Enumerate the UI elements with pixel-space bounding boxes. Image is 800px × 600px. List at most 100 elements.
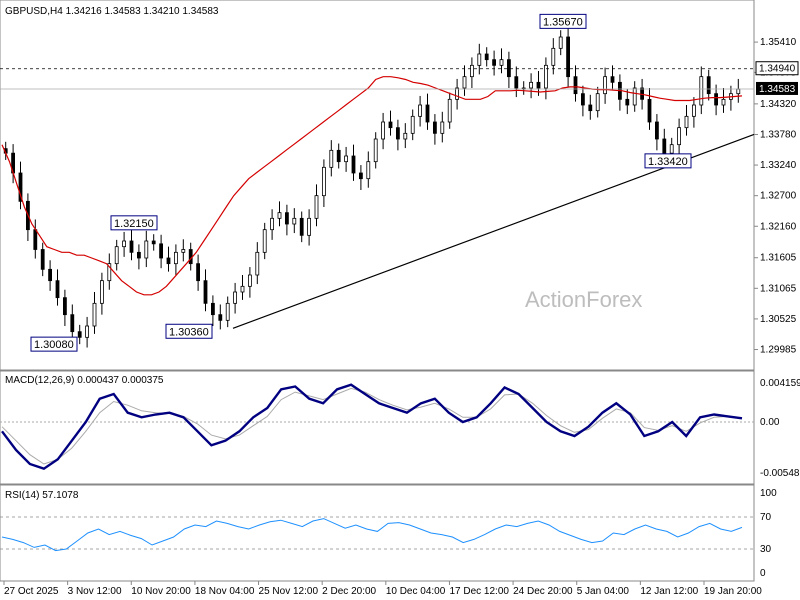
candle-body [262, 229, 267, 253]
candle-body [573, 76, 578, 95]
candle-body [77, 331, 82, 338]
x-tick-label: 5 Jan 04:00 [577, 586, 630, 597]
candle-body [225, 302, 230, 321]
candle-body [358, 172, 363, 180]
rsi-layer [0, 516, 754, 552]
x-tick-label: 27 Oct 2025 [4, 586, 59, 597]
candle-body [255, 251, 260, 276]
candle-body [129, 240, 134, 253]
candle-body [632, 87, 637, 106]
candle-body [566, 36, 570, 78]
candle-body [151, 240, 156, 245]
candle-body [699, 76, 704, 106]
rsi-y-tick-label: 70 [760, 512, 772, 523]
axis-layer: 1.354101.348751.343201.337801.332401.327… [3, 37, 800, 597]
candle-body [196, 263, 201, 282]
x-tick-label: 25 Nov 12:00 [259, 586, 319, 597]
x-tick-label: 12 Jan 12:00 [640, 586, 698, 597]
macd-y-tick-label: -0.005485 [760, 468, 800, 479]
rsi-line [1, 518, 743, 552]
candle-body [381, 121, 386, 140]
candle-body [366, 161, 371, 180]
candle-body [462, 76, 467, 89]
candle-body [351, 155, 356, 174]
candle-body [595, 93, 600, 112]
macd-panel-title: MACD(12,26,9) 0.000437 0.000375 [5, 375, 164, 386]
candle-body [551, 47, 556, 66]
candle-body [418, 104, 423, 117]
macd-panel-frame [0, 370, 755, 485]
candle-body [581, 93, 585, 106]
candle-body [514, 76, 519, 89]
macd-signal-line [1, 387, 743, 465]
candle-body [721, 98, 726, 106]
candle-body [395, 127, 400, 140]
price-annotation-box [644, 153, 692, 169]
candle-body [240, 285, 245, 293]
candle-body [166, 257, 171, 265]
price-y-tick-label: 1.32700 [760, 191, 797, 202]
candle-body [714, 93, 718, 106]
price-y-tick-label: 1.34320 [760, 99, 797, 110]
candle-body [233, 291, 238, 304]
candle-body [588, 104, 593, 112]
watermark: ActionForex [525, 287, 642, 312]
candle-body [544, 64, 548, 89]
x-tick-label: 24 Dec 20:00 [513, 586, 573, 597]
candle-body [314, 195, 319, 219]
candle-body [477, 53, 482, 66]
candle-body [736, 88, 741, 95]
candle-body [122, 240, 126, 248]
candle-body [536, 81, 541, 89]
price-annotation-box [30, 336, 78, 352]
candle-body [159, 243, 164, 259]
candle-body [18, 172, 23, 202]
candle-body [440, 121, 445, 134]
candle-body [188, 249, 193, 265]
candle-body [669, 144, 674, 154]
price-y-tick-label: 1.31065 [760, 283, 797, 294]
candle-body [432, 121, 437, 134]
rsi-panel-frame [0, 484, 755, 582]
candle-body [321, 166, 326, 197]
candle-body [403, 132, 408, 140]
price-annotation-box [165, 323, 213, 339]
price-annotation-label: 1.30080 [34, 339, 74, 351]
candle-body [373, 138, 378, 163]
candle-body [173, 251, 178, 265]
price-y-tick-label: 1.33240 [760, 160, 797, 171]
current-price-label: 1.34583 [759, 84, 796, 95]
candle-body [692, 104, 696, 117]
candle-body [447, 98, 452, 123]
candle-body [55, 280, 60, 299]
candle-body [33, 229, 38, 250]
candle-body [655, 121, 659, 140]
candle-body [100, 280, 104, 304]
candle-body [48, 268, 52, 282]
rsi-y-tick-label: 30 [760, 544, 772, 555]
candle-body [144, 240, 149, 259]
price-y-tick-label: 1.33780 [760, 129, 797, 140]
macd-y-tick-label: 0.00 [760, 417, 780, 428]
candle-body [299, 217, 304, 236]
resistance-level-label: 1.34940 [759, 64, 796, 75]
candle-body [292, 217, 297, 225]
candle-body [425, 104, 430, 123]
macd-layer [0, 383, 754, 471]
candle-body [388, 121, 393, 129]
x-tick-label: 18 Nov 04:00 [195, 586, 255, 597]
candle-body [706, 76, 711, 95]
candle-body [284, 212, 289, 225]
candle-body [647, 98, 652, 123]
candle-body [114, 246, 119, 265]
candle-body [603, 76, 607, 95]
macd-y-tick-label: 0.004159 [760, 378, 800, 389]
price-panel-frame [0, 0, 755, 371]
price-y-tick-label: 1.31605 [760, 253, 797, 264]
candle-body [455, 87, 460, 100]
macd-line [1, 383, 743, 471]
candle-body [247, 274, 252, 287]
candle-body [40, 249, 45, 270]
price-annotation-box [110, 215, 158, 231]
candle-body [203, 280, 208, 304]
